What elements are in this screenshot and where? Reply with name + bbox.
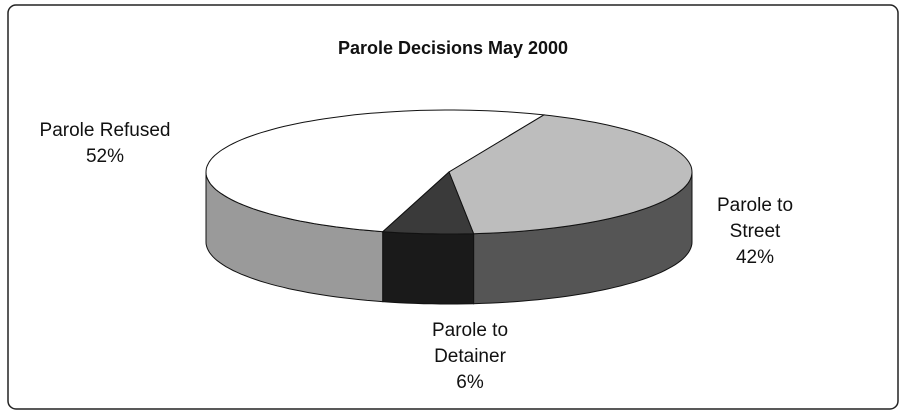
slice-label: Parole to Detainer 6% (415, 318, 525, 396)
category-label: Parole to Detainer (431, 320, 509, 367)
value-label: 6% (456, 372, 484, 393)
slice-top (448, 114, 693, 235)
chart-title: Parole Decisions May 2000 (337, 38, 569, 58)
category-label: Parole to Street (716, 195, 794, 242)
slice-side (382, 231, 475, 305)
slice-label: Parole Refused 52% (5, 118, 205, 170)
category-label: Parole Refused (39, 120, 171, 141)
pie-slice (205, 109, 546, 303)
slice-top (205, 109, 546, 233)
value-label: 52% (85, 146, 125, 167)
slice-top (381, 171, 475, 235)
value-label: 42% (735, 247, 775, 268)
pie-slice (381, 171, 475, 305)
pie-slice (448, 114, 693, 305)
slice-label: Parole to Street 42% (700, 193, 810, 271)
